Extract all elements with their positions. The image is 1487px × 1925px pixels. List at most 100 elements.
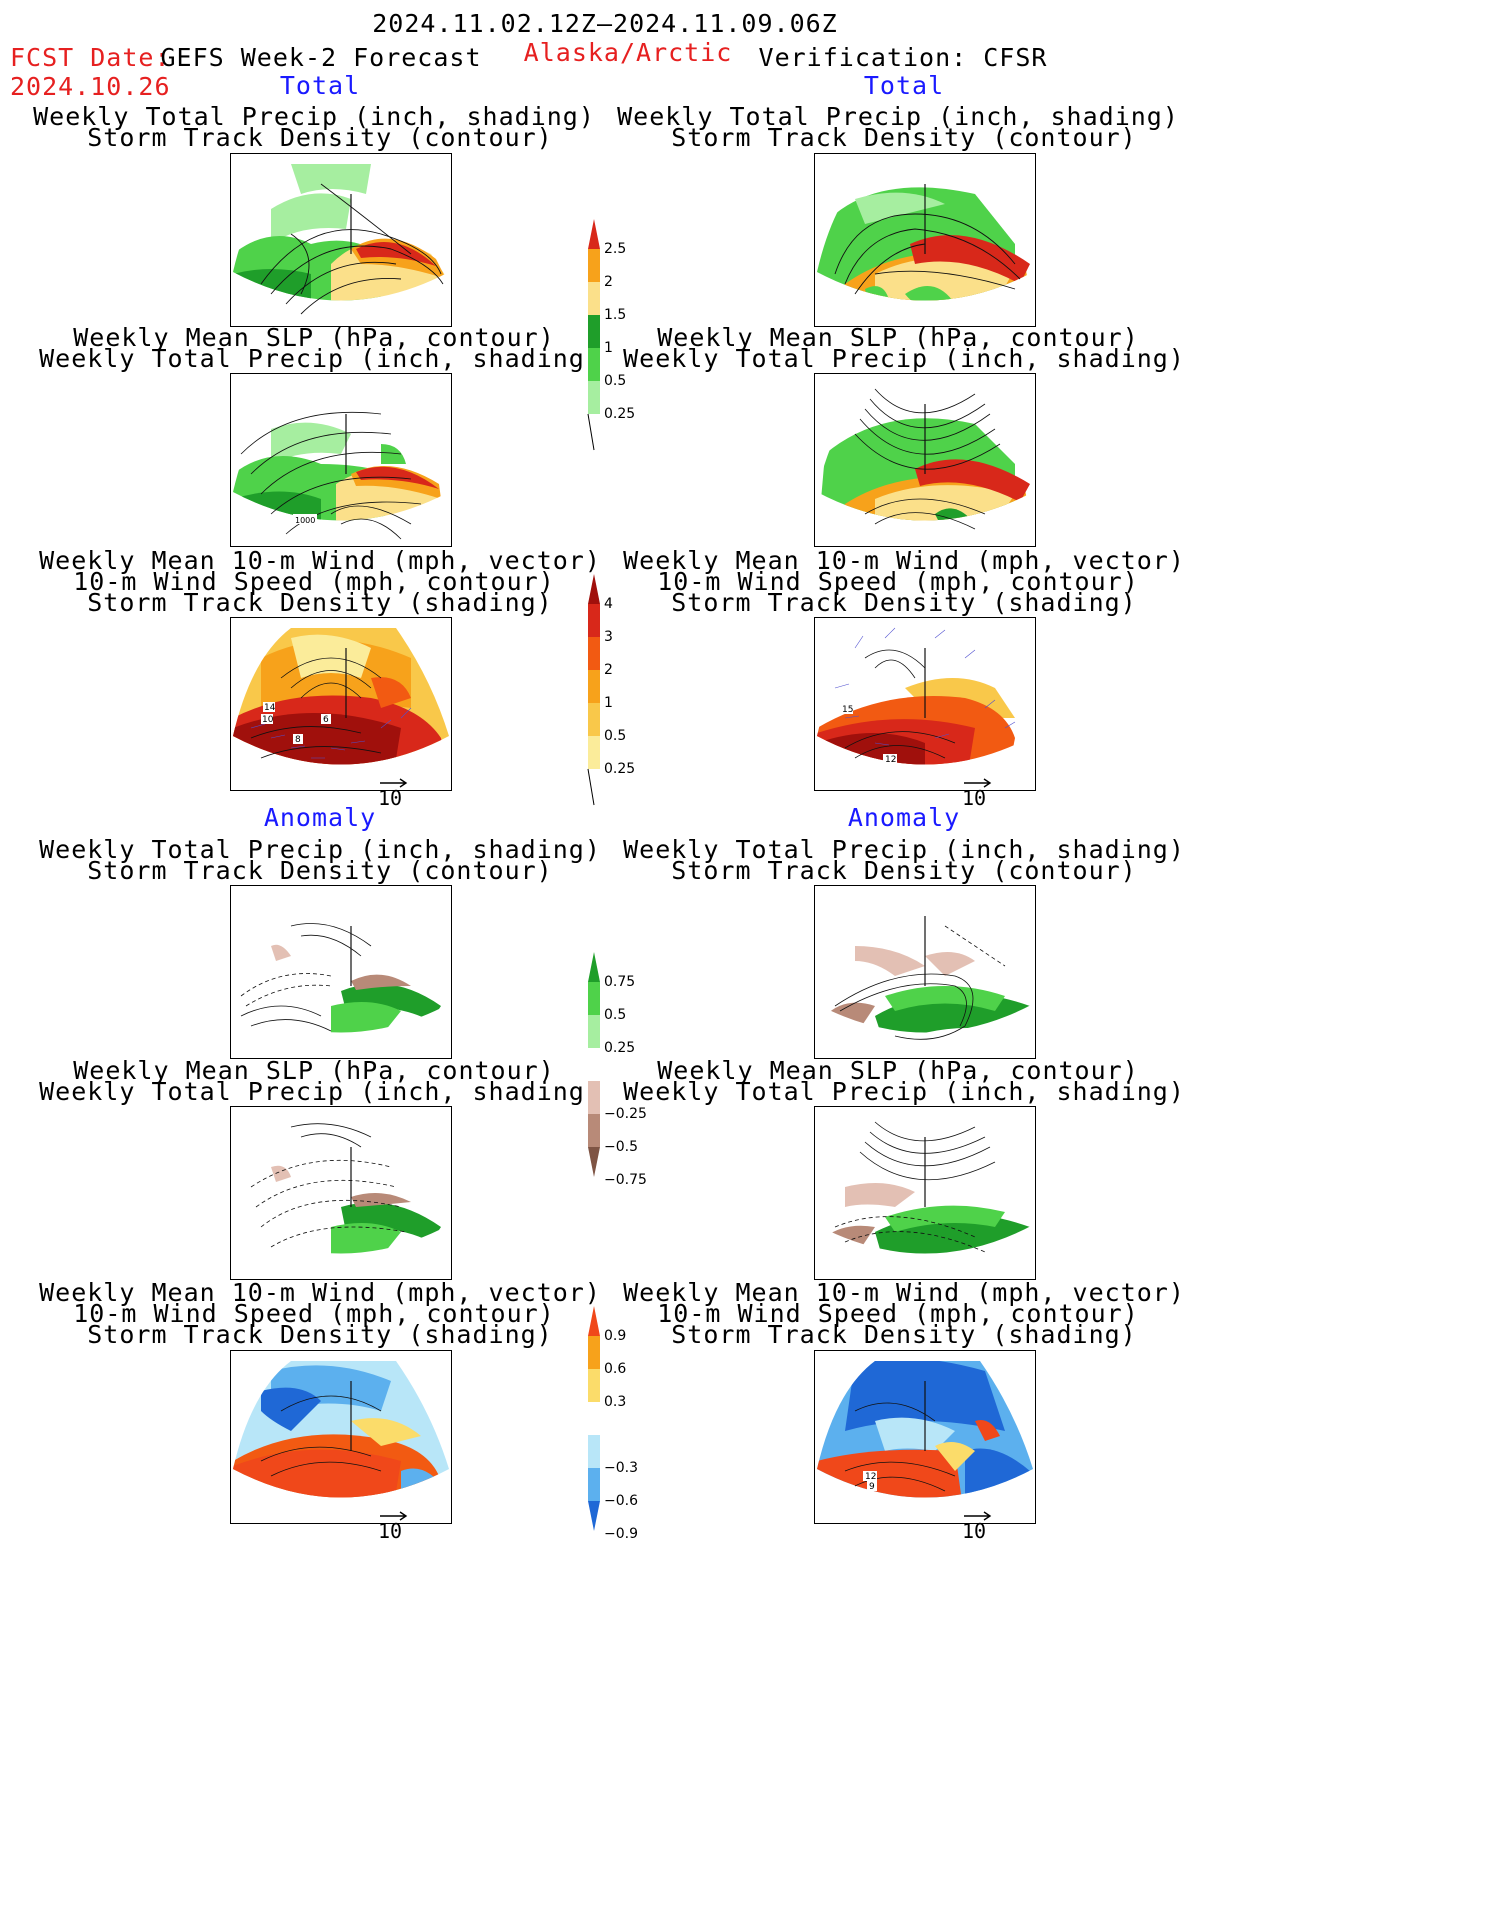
panel-title-line: Weekly Total Precip (inch, shading) [39,344,601,373]
colorbar-tick-label: 0.25 [604,1040,636,1056]
colorbar-segment [588,1048,600,1081]
map-anomaly-precip-track-forecast [230,885,452,1059]
panel-title-line: Weekly Total Precip (inch, shading) [33,102,595,131]
panel-title-line: 10-m Wind Speed (mph, contour) [657,1299,1139,1328]
colorbar-tick-label: 1 [604,695,613,711]
period-title: 2024.11.02.12Z–2024.11.09.06Z [372,9,838,38]
colorbar-segment [588,315,600,348]
wind-speed-label: 14 [264,703,276,713]
colorbar-bottom-cap [588,1147,600,1177]
panel-title-line: Weekly Mean SLP (hPa, contour) [657,323,1139,352]
colorbar-segment [588,1336,600,1369]
vector-reference: 10 [962,1511,994,1541]
colorbar-segment [588,982,600,1015]
wind-speed-label: 9 [869,1482,875,1492]
map-anomaly-wind-track-forecast [230,1350,452,1524]
panel-title-line: Weekly Total Precip (inch, shading) [623,1077,1185,1106]
panel-title-line: Storm Track Density (shading) [671,1320,1137,1349]
wind-speed-label: 10 [262,715,274,725]
colorbar-bottom-tail [587,768,595,806]
panel-title-line: Weekly Mean SLP (hPa, contour) [73,1056,555,1085]
colorbar-track-total: 4 3 2 1 0.5 0.25 [587,574,648,813]
vector-reference: 10 [378,778,410,808]
arrow-right-icon [964,1511,992,1521]
map-total-wind-track-verification: 15 12 [814,617,1036,791]
panel-title-line: Weekly Mean 10-m Wind (mph, vector) [623,546,1185,575]
colorbar-segment [588,637,600,670]
wind-speed-label: 6 [323,715,329,725]
panel-title-line: Storm Track Density (shading) [87,1320,553,1349]
colorbar-top-cap [588,574,600,604]
colorbar-segment [588,670,600,703]
arrow-right-icon [380,778,408,788]
arrow-right-icon [380,1511,408,1521]
panel-title-line: Weekly Mean SLP (hPa, contour) [657,1056,1139,1085]
vector-reference-label: 10 [962,786,987,810]
colorbar-top-cap [588,952,600,982]
colorbar-bottom-cap [588,1501,600,1531]
colorbar-tick-label: 1.5 [604,307,627,323]
colorbar-tick-label: −0.6 [604,1493,638,1509]
panel-title-line: Weekly Mean 10-m Wind (mph, vector) [623,1278,1185,1307]
section-total-right: Total [863,71,945,100]
colorbar-tick-label: 3 [604,629,613,645]
panel-title-line: Weekly Total Precip (inch, shading) [617,102,1179,131]
panel-title-line: Weekly Mean 10-m Wind (mph, vector) [39,546,601,575]
colorbar-tick-label: −0.25 [604,1106,647,1122]
colorbar-tick-label: −0.75 [604,1172,647,1188]
colorbar-tick-label: 0.5 [604,728,627,744]
colorbar-segment [588,1402,600,1435]
wind-speed-label: 12 [885,755,896,765]
map-total-wind-track-forecast: 14 10 6 8 [230,617,452,791]
map-total-precip-track-verification [814,153,1036,327]
colorbar-tick-label: 0.9 [604,1328,627,1344]
colorbar-segment [588,736,600,769]
colorbar-tick-label: 0.25 [604,406,636,422]
colorbar-tick-label: 1 [604,340,613,356]
colorbar-segment [588,348,600,381]
panel-title-line: Storm Track Density (contour) [671,123,1137,152]
panel-title-line: Weekly Total Precip (inch, shading) [623,344,1185,373]
colorbar-tick-label: 2 [604,274,613,290]
region-title: Alaska/Arctic [523,38,733,67]
panel-title-line: Weekly Total Precip (inch, shading) [39,1077,601,1106]
wind-speed-label: 8 [295,735,301,745]
colorbar-tick-label: −0.9 [604,1526,638,1542]
fcst-date-value: 2024.10.26 [10,72,171,101]
colorbar-tick-label: 0.25 [604,761,636,777]
model-title: GEFS Week-2 Forecast [160,43,482,72]
colorbar-segment [588,1468,600,1501]
vector-reference-label: 10 [378,1519,403,1543]
vector-reference: 10 [378,1511,410,1541]
panel-title-line: Weekly Total Precip (inch, shading) [39,835,601,864]
section-anomaly-left: Anomaly [263,803,377,832]
colorbar-segment [588,1081,600,1114]
colorbar-segment [588,1015,600,1048]
vector-reference-label: 10 [962,1519,987,1543]
colorbar-top-cap [588,1306,600,1336]
map-total-slp-precip-verification [814,373,1036,547]
vector-reference: 10 [962,778,994,808]
panel-title-line: Storm Track Density (contour) [671,856,1137,885]
colorbar-track-anomaly: 0.9 0.6 0.3 −0.3 −0.6 −0.9 [588,1306,648,1541]
panel-title-line: Weekly Total Precip (inch, shading) [623,835,1185,864]
colorbar-segment [588,1114,600,1147]
colorbar-tick-label: −0.5 [604,1139,638,1155]
colorbar-tick-label: 0.6 [604,1361,627,1377]
colorbar-tick-label: 2 [604,662,613,678]
colorbar-segment [588,604,600,637]
map-anomaly-precip-track-verification [814,885,1036,1059]
map-anomaly-wind-track-verification: 12 9 [814,1350,1036,1524]
map-total-precip-track-forecast [230,153,452,327]
panel-title-line: Storm Track Density (shading) [87,588,553,617]
arrow-right-icon [964,778,992,788]
colorbar-tick-label: −0.3 [604,1460,638,1476]
colorbar-segment [588,1435,600,1468]
colorbar-precip-total: 2.5 2 1.5 1 0.5 0.25 [587,219,648,458]
section-total-left: Total [279,71,361,100]
panel-title-line: 10-m Wind Speed (mph, contour) [73,1299,555,1328]
colorbar-segment [588,282,600,315]
panel-title-line: 10-m Wind Speed (mph, contour) [73,567,555,596]
wind-speed-label: 15 [842,705,853,715]
section-anomaly-right: Anomaly [847,803,961,832]
